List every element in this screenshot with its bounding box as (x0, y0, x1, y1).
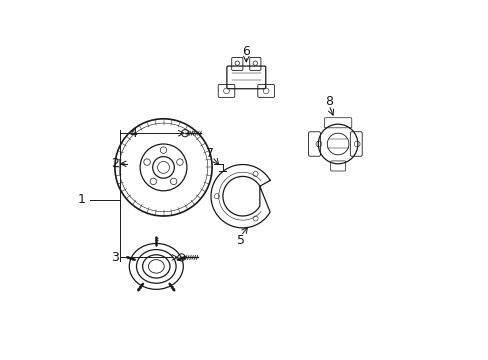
Text: 6: 6 (242, 45, 250, 58)
Text: 8: 8 (325, 95, 332, 108)
Text: 7: 7 (206, 147, 214, 159)
Text: 5: 5 (236, 234, 244, 247)
Text: 2: 2 (111, 157, 119, 170)
Text: 1: 1 (78, 193, 85, 206)
Text: 3: 3 (111, 251, 119, 264)
Text: 4: 4 (129, 127, 137, 140)
